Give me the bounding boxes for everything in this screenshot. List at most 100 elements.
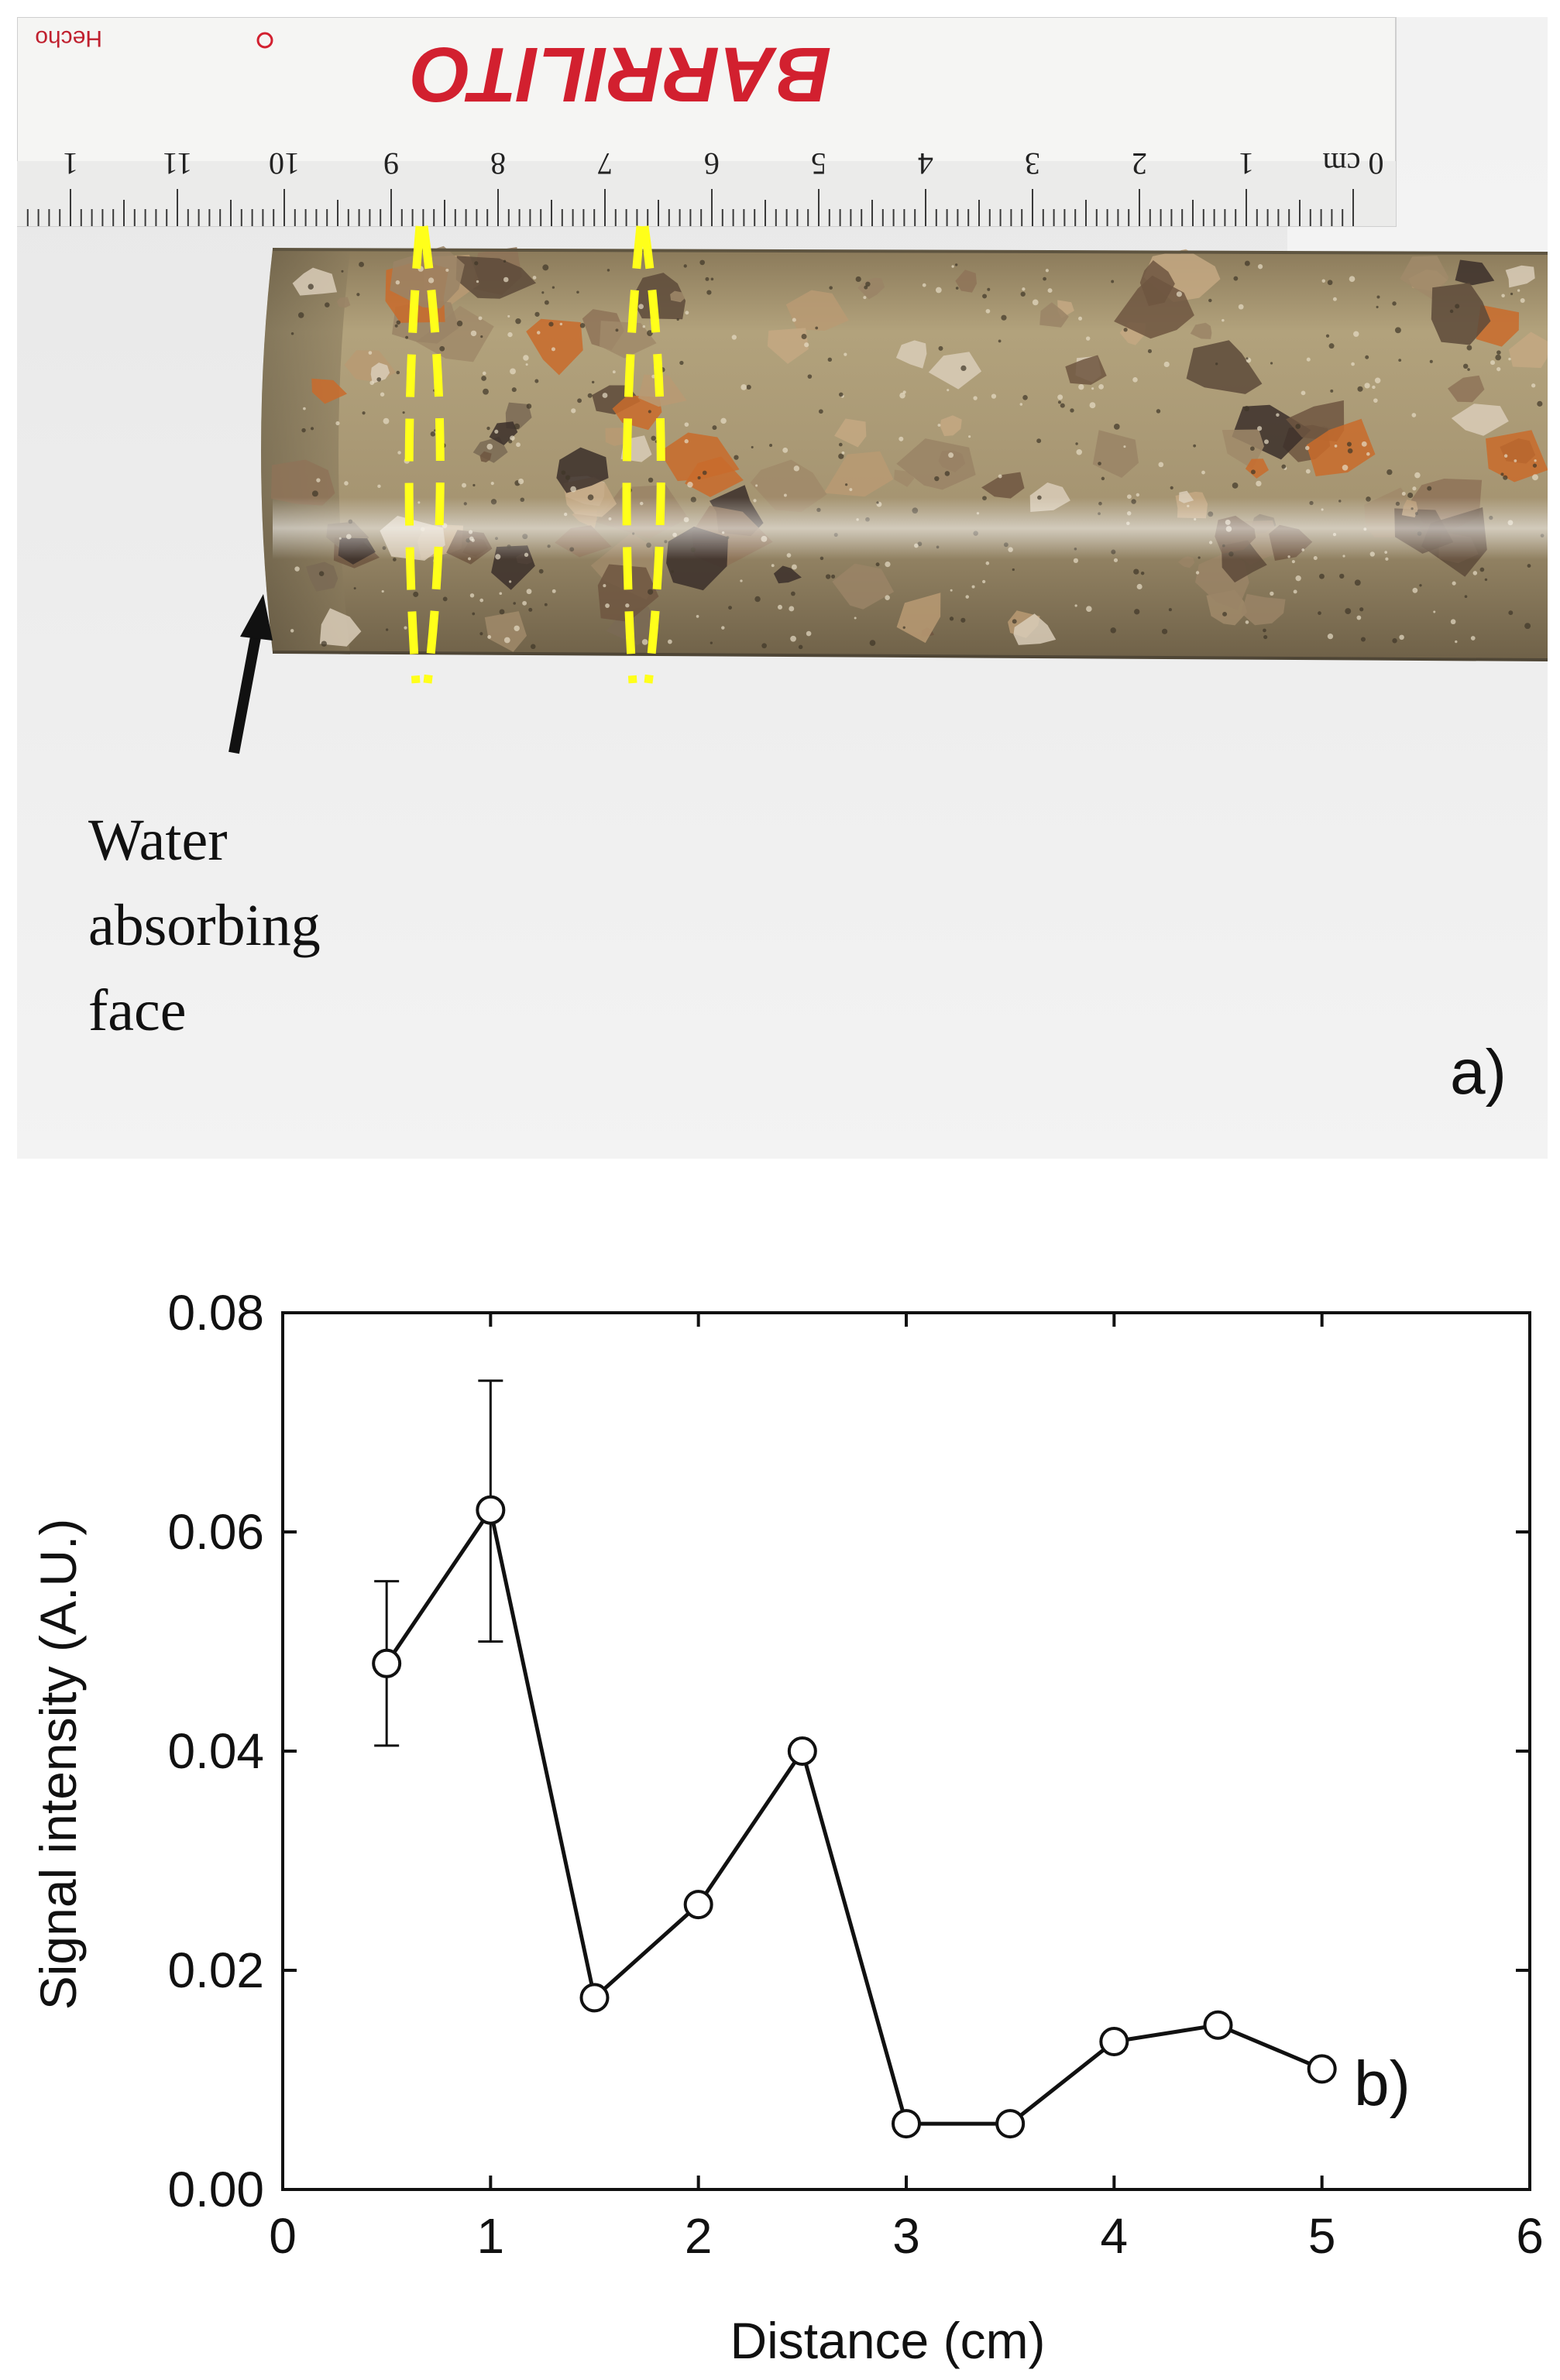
sand-grain xyxy=(1449,309,1454,314)
sand-grain xyxy=(947,389,950,392)
sand-grain xyxy=(565,475,571,480)
sand-grain xyxy=(1414,472,1421,479)
aggregate-stone xyxy=(597,564,659,622)
sand-grain xyxy=(1276,413,1280,417)
sand-grain xyxy=(369,380,374,386)
chart-panel: 0 1 2 3 4 5 6 0.00 0.02 0.04 0.06 0.08 Distance (c… xyxy=(0,1162,1560,2380)
sand-grain xyxy=(777,604,783,610)
sand-grain xyxy=(1392,301,1397,306)
sand-grain xyxy=(769,444,773,448)
sand-grain xyxy=(353,587,356,590)
ruler-number: 1 xyxy=(1239,146,1254,181)
sand-grain xyxy=(486,443,493,450)
aggregate-stone xyxy=(1013,613,1057,645)
sand-grain xyxy=(290,629,294,633)
sand-grain xyxy=(1208,298,1212,303)
sand-grain xyxy=(1222,318,1225,322)
sand-grain xyxy=(829,286,833,290)
ruler-number: 3 xyxy=(1025,146,1040,181)
aggregate-stone xyxy=(896,438,976,490)
sand-texture xyxy=(290,259,1545,650)
ruler-number: 5 xyxy=(811,146,826,181)
sand-grain xyxy=(899,436,904,441)
sand-grain xyxy=(825,574,831,579)
sand-grain xyxy=(1134,609,1140,615)
sand-grain xyxy=(685,311,689,315)
sand-grain xyxy=(587,393,593,398)
sand-grain xyxy=(960,617,966,623)
sand-grain xyxy=(734,455,739,460)
sand-grain xyxy=(442,596,448,602)
sand-grain xyxy=(1136,583,1143,590)
sand-grain xyxy=(376,377,382,382)
aggregate-stone xyxy=(857,277,885,300)
sand-grain xyxy=(570,486,576,493)
aggregate-stone xyxy=(1114,275,1194,339)
sand-grain xyxy=(1257,426,1263,431)
sand-grain xyxy=(396,370,400,375)
sand-grain xyxy=(807,374,813,379)
sand-grain xyxy=(1101,476,1105,481)
sand-grain xyxy=(1495,354,1501,361)
sand-grain xyxy=(818,409,823,414)
sand-grain xyxy=(308,283,314,290)
sand-grain xyxy=(1022,395,1028,400)
x-tick-label: 6 xyxy=(1516,2208,1544,2264)
sand-grain xyxy=(1113,424,1120,430)
sand-grain xyxy=(476,280,479,283)
sand-grain xyxy=(1364,383,1370,389)
sand-grain xyxy=(865,281,871,287)
sand-grain xyxy=(648,477,654,483)
sand-grain xyxy=(1319,573,1325,579)
sand-grain xyxy=(625,603,630,608)
sand-grain xyxy=(806,630,812,637)
sand-grain xyxy=(746,384,751,390)
ruler-number: 6 xyxy=(704,146,720,181)
data-point xyxy=(579,1983,610,2013)
sand-grain xyxy=(1032,299,1039,306)
aggregate-stone xyxy=(1306,418,1376,476)
sand-grain xyxy=(1019,403,1023,406)
sand-grain xyxy=(755,484,758,487)
sand-grain xyxy=(751,445,754,448)
sand-grain xyxy=(1295,575,1301,582)
sand-grain xyxy=(987,287,991,291)
sand-grain xyxy=(1366,452,1370,456)
brand-text: BARRILITO xyxy=(411,31,832,118)
sand-grain xyxy=(804,342,809,348)
sand-grain xyxy=(483,388,489,395)
sand-grain xyxy=(728,606,732,610)
x-tick-label: 2 xyxy=(685,2208,713,2264)
sand-grain xyxy=(1496,350,1501,355)
sand-grain xyxy=(1346,441,1352,447)
sand-grain xyxy=(902,626,905,629)
aggregate-stone xyxy=(1241,593,1286,626)
sand-grain xyxy=(720,417,727,424)
aggregate-stone xyxy=(1486,430,1548,483)
sand-grain xyxy=(1503,475,1508,480)
sand-grain xyxy=(706,290,712,295)
sand-grain xyxy=(507,331,513,338)
sand-grain xyxy=(525,363,528,366)
ruler-number: 9 xyxy=(383,146,399,181)
sand-grain xyxy=(510,368,516,375)
sand-grain xyxy=(642,325,646,328)
sand-grain xyxy=(683,264,687,268)
sand-grain xyxy=(1517,289,1520,292)
sand-grain xyxy=(1238,304,1244,310)
arrow-icon xyxy=(229,594,273,754)
sand-grain xyxy=(1427,486,1432,491)
dashed-marker-right-outer xyxy=(622,225,645,684)
sand-grain xyxy=(1508,610,1514,616)
aggregate-stone xyxy=(489,421,518,445)
sand-grain xyxy=(1508,357,1511,361)
panel-label-a: a) xyxy=(1450,1037,1507,1108)
ruler-number: 7 xyxy=(597,146,613,181)
error-bars xyxy=(374,1379,503,1747)
sand-grain xyxy=(1342,464,1349,471)
aggregate-stone xyxy=(1065,355,1107,385)
sand-grain xyxy=(1158,462,1164,468)
series-line xyxy=(385,1505,1323,2126)
sand-grain xyxy=(1098,383,1105,390)
dashed-marker-left-outer xyxy=(404,225,424,684)
